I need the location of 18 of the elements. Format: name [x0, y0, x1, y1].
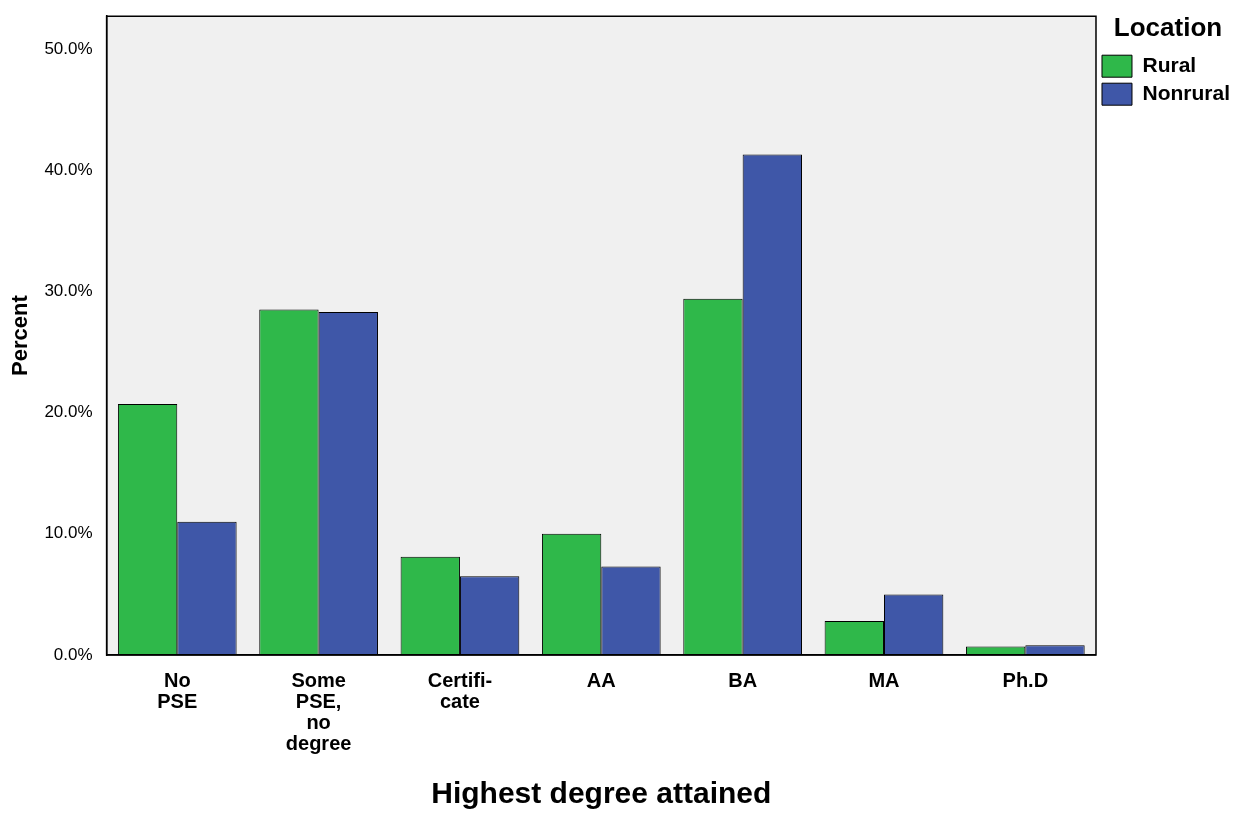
legend-label: Rural: [1142, 53, 1197, 76]
x-tick-label: Certifi- cate: [427, 669, 493, 713]
y-tick-label: 40.0%: [44, 159, 93, 179]
x-tick-label: BA: [728, 669, 758, 692]
y-axis-title: Percent: [7, 294, 33, 376]
legend-label: Nonrural: [1142, 81, 1231, 104]
x-tick-label: No PSE: [157, 669, 198, 713]
x-tick-label: Some PSE, no degree: [285, 669, 352, 755]
y-tick-label: 10.0%: [44, 523, 93, 543]
x-tick-label: MA: [868, 669, 900, 692]
y-tick-label: 50.0%: [44, 38, 93, 58]
x-axis-title: Highest degree attained: [431, 776, 772, 810]
y-tick-label: 30.0%: [44, 281, 93, 301]
y-tick-label: 20.0%: [44, 402, 93, 422]
x-tick-label: Ph.D: [1002, 669, 1049, 692]
legend-title: Location: [1113, 12, 1223, 43]
x-tick-label: AA: [586, 669, 616, 692]
y-tick-label: 0.0%: [53, 644, 93, 664]
